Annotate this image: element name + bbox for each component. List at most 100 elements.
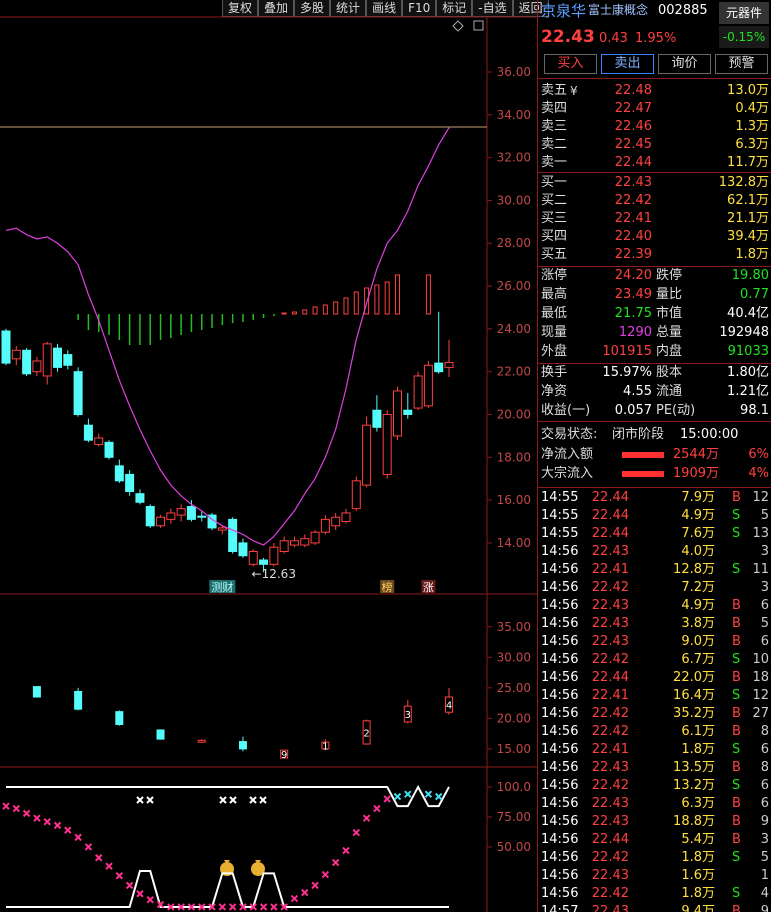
indicator-marker: [115, 872, 124, 880]
candle-body: [228, 518, 238, 552]
sector-button[interactable]: 元器件: [719, 2, 769, 24]
tick-price: 22.41: [591, 688, 629, 703]
stat-value: 15.97%: [602, 365, 652, 380]
tick-time: 14:56: [541, 562, 579, 577]
stat-value: 91033: [727, 344, 769, 359]
tick-price: 22.43: [591, 868, 629, 883]
stat-value: 1.80亿: [727, 365, 769, 380]
tick-time: 14:56: [541, 616, 579, 631]
tick-count: 5: [760, 850, 769, 865]
indicator-marker: [249, 903, 257, 911]
tick-volume: 35.2万: [673, 706, 715, 721]
tick-time: 14:57: [541, 904, 579, 912]
tick-side: S: [732, 508, 741, 523]
candle-body: [83, 424, 93, 441]
tick-time: 14:56: [541, 580, 579, 595]
tick-price: 22.43: [591, 796, 629, 811]
candle-body: [104, 441, 114, 458]
event-tag: 涨: [423, 581, 434, 594]
tick-price: 22.42: [591, 580, 629, 595]
book-label: 买三: [541, 211, 568, 226]
candle-body: [279, 540, 289, 552]
action-button[interactable]: 买入: [544, 54, 597, 74]
tick-count: 13: [752, 526, 769, 541]
tick-volume: 1.8万: [681, 742, 715, 757]
tick-volume: 5.4万: [681, 832, 715, 847]
candle-body: [310, 531, 320, 544]
event-tag: 榜: [382, 580, 393, 594]
tick-time: 14:56: [541, 742, 579, 757]
status-phase: 闭市阶段: [612, 427, 665, 442]
book-volume: 1.3万: [735, 119, 769, 134]
diamond-icon[interactable]: [452, 20, 464, 32]
indicator-marker: [136, 890, 144, 898]
toolbar-button[interactable]: 多股: [294, 0, 331, 17]
tick-volume: 6.1万: [681, 724, 715, 739]
tick-count: 12: [752, 688, 769, 703]
toolbar-button[interactable]: 返回: [512, 0, 549, 17]
y-tick-label: 32.00: [497, 151, 531, 165]
tick-count: 6: [760, 742, 769, 757]
book-price: 22.43: [614, 175, 652, 190]
flow-label: 大宗流入: [541, 466, 594, 481]
indicator-marker: [342, 846, 350, 855]
macd-bar: [333, 301, 339, 315]
candle-body: [32, 686, 41, 698]
stat-label: 市值: [656, 306, 683, 321]
candle-body: [362, 424, 372, 486]
separator: [538, 266, 771, 267]
stock-concept: 富士康概念: [588, 3, 649, 17]
book-price: 22.41: [614, 211, 652, 226]
action-button[interactable]: 预警: [715, 54, 768, 74]
macd-bar: [394, 274, 400, 315]
tick-price: 22.44: [591, 832, 629, 847]
candle-body: [11, 349, 21, 360]
action-button[interactable]: 询价: [658, 54, 711, 74]
tick-time: 14:56: [541, 634, 579, 649]
macd-bar: [291, 311, 297, 315]
indicator-marker: [228, 903, 237, 911]
tick-price: 22.43: [591, 544, 629, 559]
stat-value: 0.77: [740, 287, 769, 302]
tick-count: 18: [752, 670, 769, 685]
separator: [538, 172, 771, 173]
stat-label: 量比: [656, 287, 683, 302]
candle-body: [300, 538, 310, 546]
candle-body: [1, 330, 11, 364]
square-icon[interactable]: [473, 20, 484, 31]
book-label: 卖五: [541, 83, 568, 98]
candle-body: [53, 347, 63, 368]
book-price: 22.48: [614, 83, 652, 98]
book-volume: 13.0万: [727, 83, 769, 98]
flow-bar: [622, 471, 664, 477]
tick-count: 6: [760, 634, 769, 649]
action-button[interactable]: 卖出: [601, 54, 654, 74]
tick-volume: 3.8万: [681, 616, 715, 631]
indicator-marker: [105, 862, 113, 870]
tick-time: 14:55: [541, 508, 579, 523]
toolbar-button[interactable]: 标记: [436, 0, 473, 17]
tick-side: B: [732, 634, 741, 649]
event-tag-box: [380, 580, 395, 593]
macd-bar: [322, 304, 328, 315]
indicator-marker: [290, 894, 299, 903]
macd-bar: [425, 274, 431, 315]
toolbar-button[interactable]: 统计: [330, 0, 367, 17]
candle-body: [280, 749, 289, 759]
candle-body: [135, 493, 145, 503]
tick-count: 6: [760, 796, 769, 811]
book-label: 买四: [541, 229, 568, 244]
candle-body: [289, 540, 299, 546]
toolbar-button[interactable]: 画线: [366, 0, 403, 17]
flow-label: 净流入额: [541, 447, 594, 462]
book-volume: 132.8万: [718, 175, 769, 190]
indicator-marker: [22, 809, 31, 818]
tick-volume: 12.8万: [673, 562, 715, 577]
candle-body: [434, 362, 444, 373]
tick-time: 14:56: [541, 544, 579, 559]
tick-count: 9: [760, 814, 769, 829]
separator: [538, 78, 771, 79]
sector-change: -0.15%: [719, 26, 769, 48]
tick-side: B: [732, 724, 741, 739]
book-price: 22.45: [614, 137, 652, 152]
